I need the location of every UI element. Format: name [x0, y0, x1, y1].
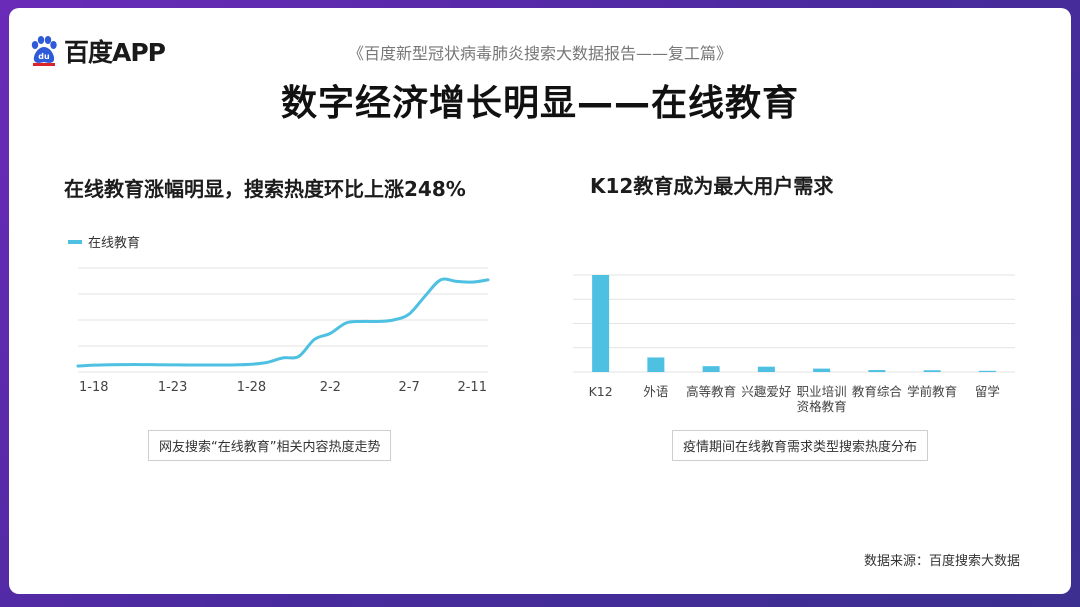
right-chart-subtitle: K12教育成为最大用户需求: [590, 174, 834, 198]
right-chart-caption: 疫情期间在线教育需求类型搜索热度分布: [672, 430, 929, 461]
baidu-logo: du 百度APP: [30, 33, 166, 69]
data-source: 数据来源：百度搜索大数据: [863, 554, 1020, 569]
brand-name: 百度APP: [64, 38, 166, 67]
left-chart-caption: 网友搜索“在线教育”相关内容热度走势: [148, 430, 392, 461]
svg-text:du: du: [38, 52, 50, 61]
baidu-paw-icon: du: [31, 36, 57, 66]
main-title: 数字经济增长明显——在线教育: [280, 83, 799, 124]
report-title: 《百度新型冠状病毒肺炎搜索大数据报告——复工篇》: [347, 44, 732, 63]
left-chart-subtitle: 在线教育涨幅明显，搜索热度环比上涨248%: [64, 177, 466, 201]
